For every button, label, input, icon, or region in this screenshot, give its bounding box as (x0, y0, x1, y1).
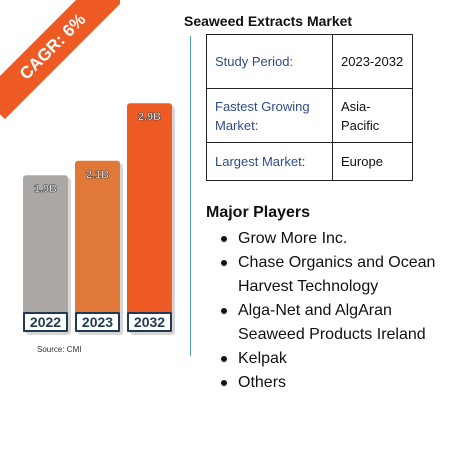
info-row-largest-market: Largest Market: Europe (206, 142, 413, 181)
bar-base-panel (25, 314, 66, 330)
cagr-ribbon-label: CAGR: 6% (0, 0, 120, 120)
major-players-list: Grow More Inc. Chase Organics and Ocean … (221, 227, 438, 395)
info-row-fastest-growing: Fastest Growing Market: Asia-Pacific (206, 88, 413, 143)
list-item: Others (221, 371, 438, 395)
category-label: 2032 (134, 314, 165, 330)
info-value: Asia-Pacific (332, 88, 413, 143)
bar-base-panel (77, 314, 118, 330)
bar (127, 103, 172, 314)
bar-value-label: 2.1B (86, 169, 109, 181)
list-item: Chase Organics and Ocean Harvest Technol… (221, 251, 438, 299)
category-label: 2022 (30, 314, 61, 330)
bar (75, 160, 120, 314)
source-note: Source: CMI (37, 345, 82, 354)
divider (190, 36, 191, 356)
info-value: 2023-2032 (332, 34, 413, 89)
bar-chart: 1.9B 2022 2.1B 2023 2.9B 2032 (23, 103, 175, 335)
info-key: Study Period: (206, 34, 333, 89)
info-row-study-period: Study Period: 2023-2032 (206, 34, 413, 89)
cagr-ribbon: CAGR: 6% (0, 0, 120, 120)
category-label: 2023 (82, 314, 113, 330)
list-item: Alga-Net and AlgAran Seaweed Products Ir… (221, 299, 438, 347)
bar-value-label: 1.9B (34, 183, 57, 195)
bar-base-panel (129, 314, 170, 330)
bar (23, 175, 68, 314)
info-key: Largest Market: (206, 142, 333, 181)
info-key: Fastest Growing Market: (206, 88, 333, 143)
major-players-heading: Major Players (206, 204, 311, 221)
list-item: Grow More Inc. (221, 227, 438, 251)
info-value: Europe (332, 142, 413, 181)
bar-value-label: 2.9B (138, 111, 161, 123)
market-info-table: Study Period: 2023-2032 Fastest Growing … (206, 34, 413, 181)
market-title: Seaweed Extracts Market (184, 13, 353, 29)
list-item: Kelpak (221, 347, 438, 371)
